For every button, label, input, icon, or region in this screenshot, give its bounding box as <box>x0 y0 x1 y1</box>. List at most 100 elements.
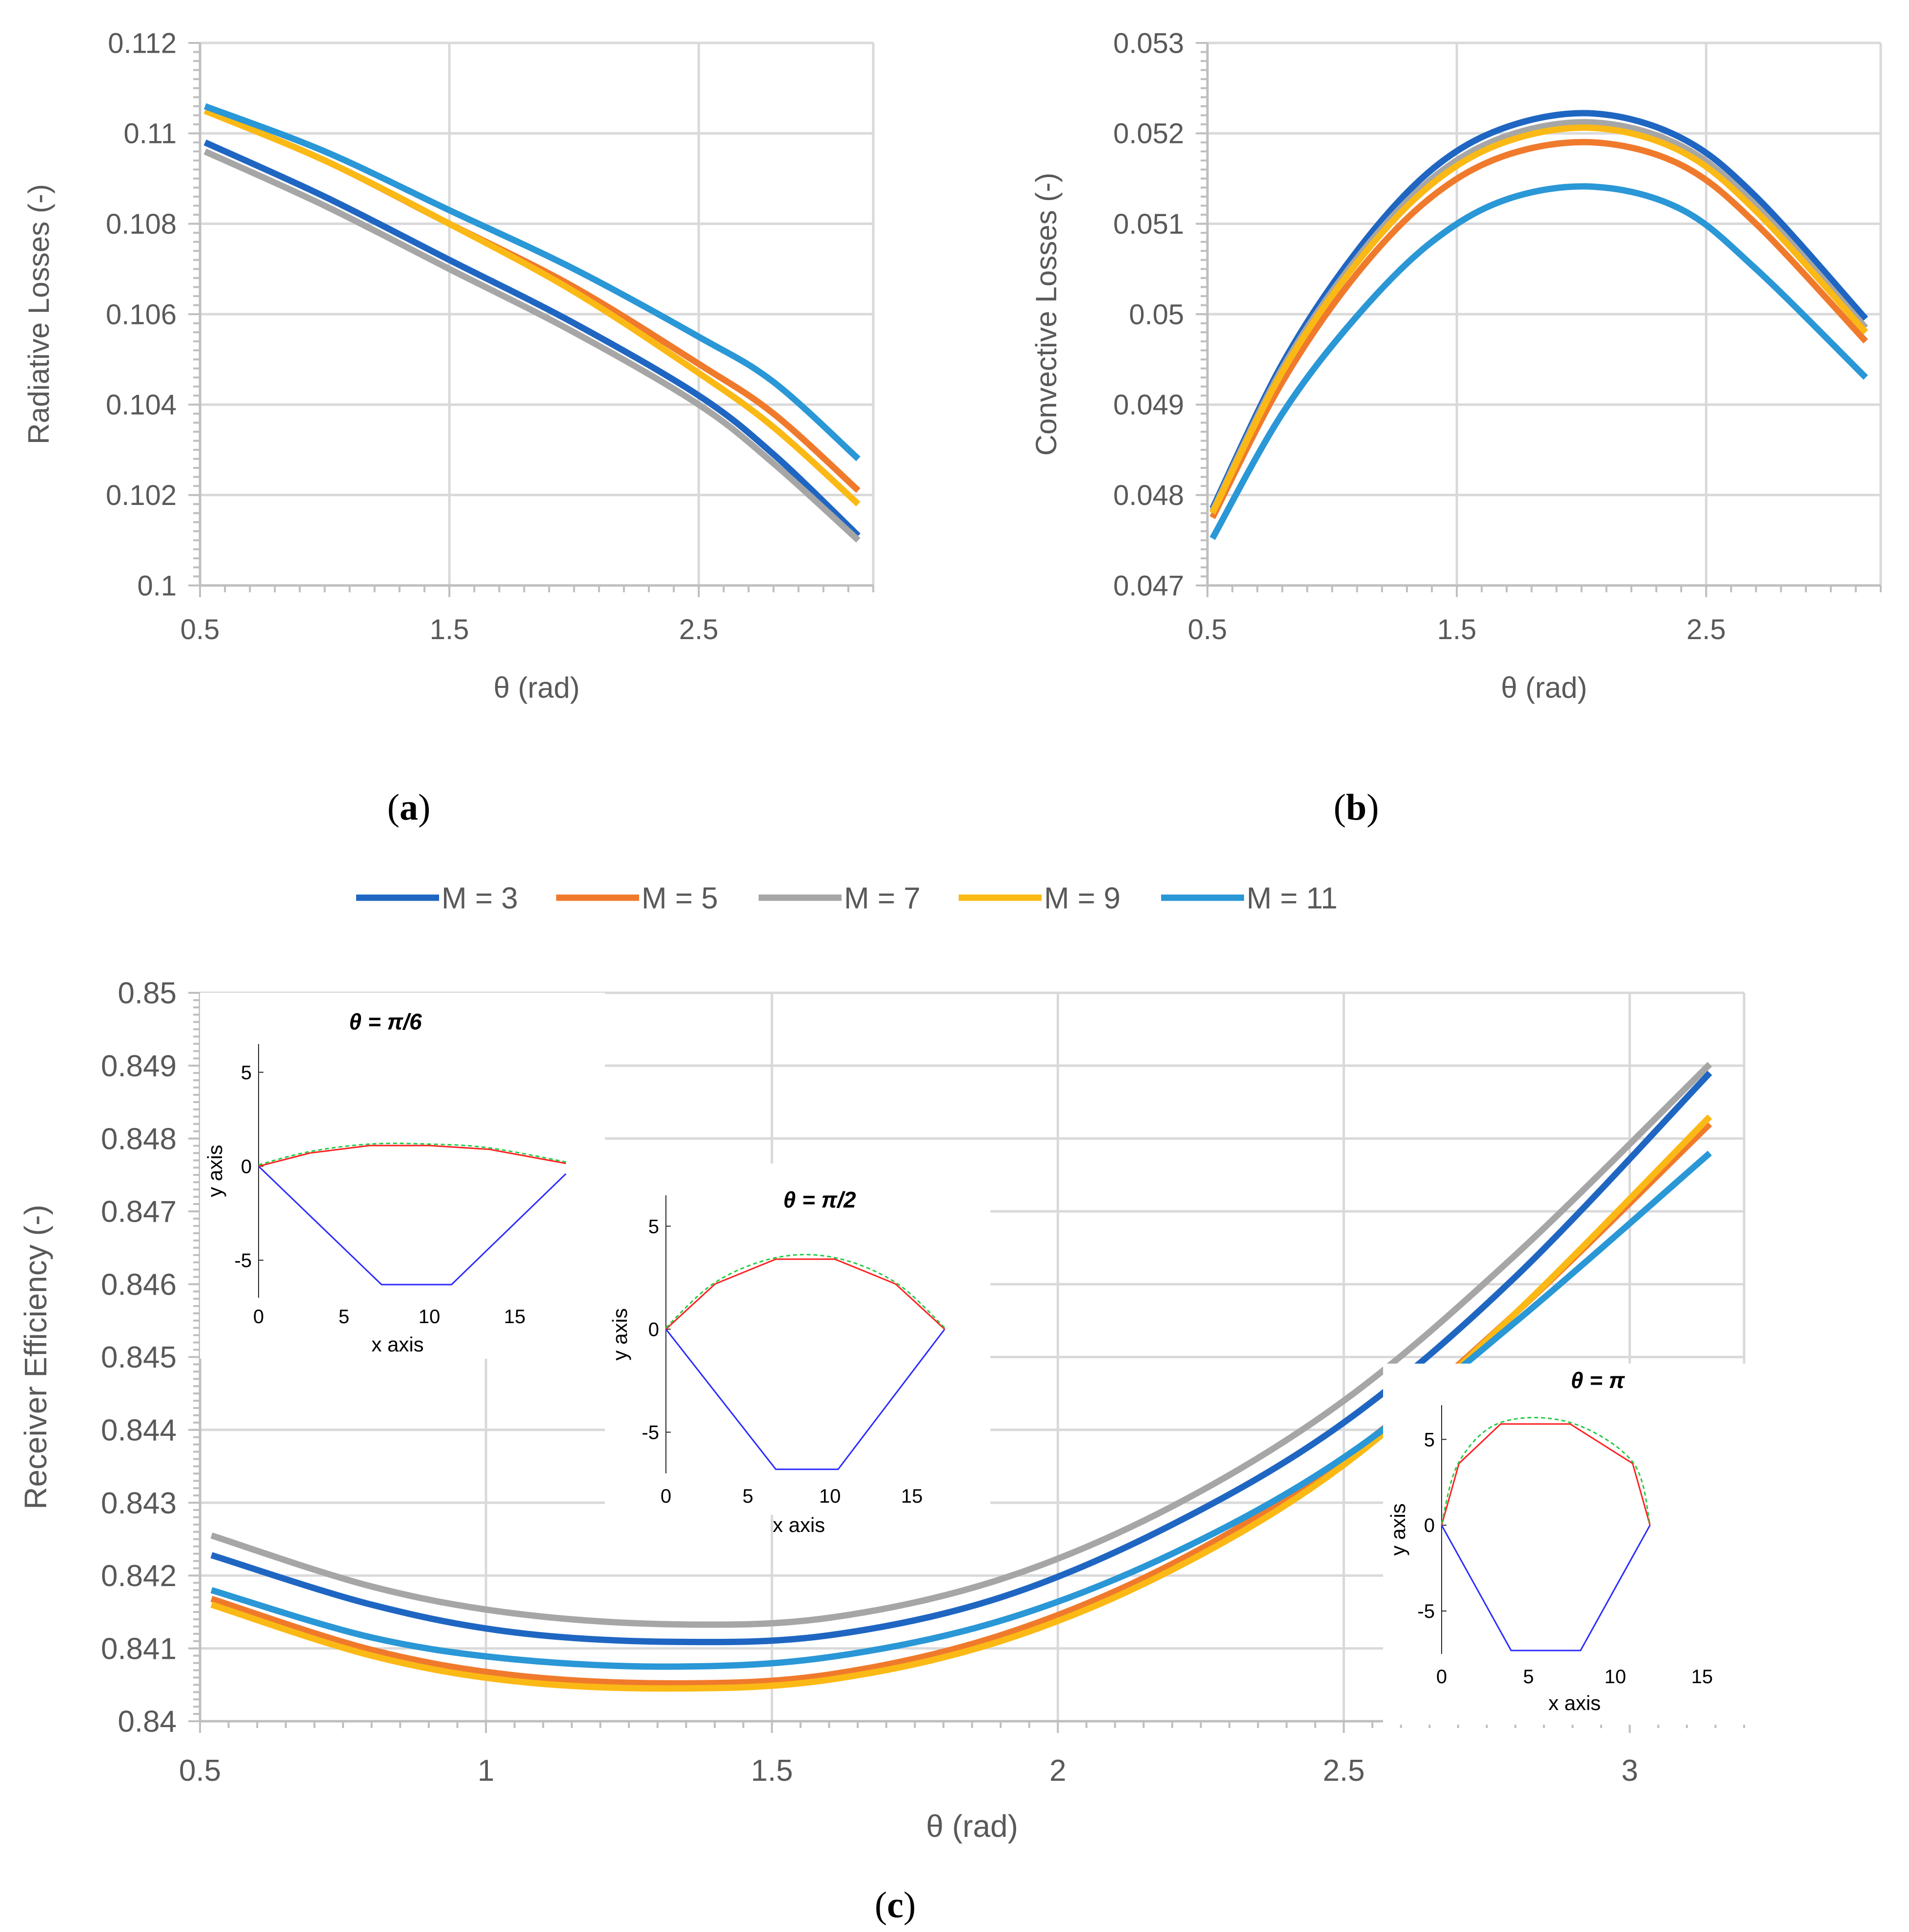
inset-y-tick-label: -5 <box>642 1422 659 1444</box>
series-line-m5 <box>1209 139 1869 519</box>
inset-1: -5 0 5 0 5 10 15 x axis y axis θ = π/6 <box>200 993 605 1359</box>
y-tick-label: 0.047 <box>1113 570 1184 602</box>
panel-label-b: (b) <box>1334 787 1379 828</box>
legend-label-m3: M = 3 <box>442 882 518 915</box>
receiver-base-line <box>258 1166 567 1286</box>
x-axis-label: θ (rad) <box>494 671 580 704</box>
x-tick-label: 1.5 <box>1437 614 1477 645</box>
x-tick-label: 2.5 <box>1323 1754 1365 1788</box>
inset-3: -5 0 5 0 5 10 15 x axis y axis θ = π <box>1383 1364 1759 1725</box>
inset-x-tick-label: 0 <box>253 1306 264 1328</box>
inset-x-tick-label: 15 <box>1691 1666 1713 1688</box>
x-tick-label: 2.5 <box>679 614 719 645</box>
inset-y-tick-label: -5 <box>234 1250 252 1271</box>
inset-x-axis-label: x axis <box>371 1333 423 1356</box>
polygon-profile-line <box>258 1145 566 1167</box>
x-axis-label: θ (rad) <box>926 1809 1018 1844</box>
y-tick-label: 0.84 <box>118 1705 177 1739</box>
y-tick-label: 0.051 <box>1113 208 1184 240</box>
panel-label-a: (a) <box>387 787 431 828</box>
x-tick-label: 1.5 <box>751 1754 793 1788</box>
inset-x-axis-label: x axis <box>773 1513 825 1536</box>
y-tick-label: 0.842 <box>101 1559 177 1593</box>
inset-y-tick-label: -5 <box>1417 1601 1435 1622</box>
series-line-m9 <box>203 107 861 507</box>
y-tick-label: 0.05 <box>1129 299 1184 330</box>
inset-y-tick-label: 5 <box>1424 1429 1435 1450</box>
inset-x-tick-label: 10 <box>1605 1666 1627 1688</box>
y-tick-label: 0.848 <box>101 1122 177 1156</box>
series-line-m7 <box>210 1062 1712 1628</box>
inset-x-tick-label: 10 <box>419 1306 441 1328</box>
x-tick-label: 0.5 <box>179 1754 221 1788</box>
circular-profile-line <box>1441 1417 1651 1524</box>
series-line-m7 <box>203 148 861 543</box>
inset-y-tick-label: 0 <box>241 1156 252 1177</box>
y-tick-label: 0.104 <box>106 389 177 421</box>
series-line-m11 <box>1209 183 1868 540</box>
x-tick-label: 2 <box>1049 1754 1066 1788</box>
y-tick-label: 0.108 <box>106 208 177 240</box>
receiver-base-line <box>665 1328 945 1470</box>
inset-x-tick-label: 0 <box>661 1486 671 1507</box>
y-axis-label: Convective Losses (-) <box>1030 173 1063 456</box>
polygon-profile-line <box>665 1258 945 1330</box>
x-axis-label: θ (rad) <box>1501 671 1587 704</box>
legend-label-m11: M = 11 <box>1246 882 1338 915</box>
inset-2: -5 0 5 0 5 10 15 x axis y axis θ = π/2 <box>605 1164 990 1536</box>
inset-x-tick-label: 5 <box>339 1306 349 1328</box>
y-tick-label: 0.11 <box>123 118 177 150</box>
y-axis-label: Radiative Losses (-) <box>22 184 55 444</box>
y-tick-label: 0.85 <box>118 977 177 1010</box>
inset-background <box>200 993 605 1359</box>
receiver-base-line <box>1441 1525 1651 1651</box>
y-tick-label: 0.112 <box>108 27 177 59</box>
inset-y-axis-label: y axis <box>203 1145 226 1197</box>
inset-x-tick-label: 5 <box>1523 1666 1534 1688</box>
y-tick-label: 0.849 <box>101 1049 177 1083</box>
legend-label-m7: M = 7 <box>844 882 921 915</box>
x-tick-label: 1.5 <box>430 614 469 645</box>
inset-background <box>605 1164 990 1515</box>
legend: M = 3 M = 5 M = 7 M = 9 M = 11 <box>356 882 1338 915</box>
x-tick-label: 0.5 <box>1188 614 1227 645</box>
inset-x-tick-label: 0 <box>1436 1666 1447 1688</box>
inset-x-tick-label: 15 <box>901 1486 923 1507</box>
y-tick-label: 0.846 <box>101 1268 177 1302</box>
inset-y-axis-label: y axis <box>608 1308 631 1360</box>
series-line-m9 <box>1209 124 1869 515</box>
y-axis-label: Receiver Efficiency (-) <box>18 1205 53 1509</box>
x-tick-label: 0.5 <box>181 614 220 645</box>
inset-title: θ = π <box>1571 1368 1626 1393</box>
inset-y-tick-label: 0 <box>648 1319 659 1340</box>
y-tick-label: 0.847 <box>101 1195 177 1229</box>
legend-label-m9: M = 9 <box>1044 882 1121 915</box>
y-tick-label: 0.1 <box>137 570 177 602</box>
y-tick-label: 0.845 <box>101 1341 177 1374</box>
y-tick-label: 0.106 <box>106 299 177 330</box>
y-tick-label: 0.841 <box>101 1632 177 1666</box>
geometry-insets: -5 0 5 0 5 10 15 x axis y axis θ = π/6 -5 0 5 0 5 10 15 x… <box>200 993 1759 1725</box>
y-tick-label: 0.048 <box>1113 480 1184 511</box>
legend-label-m5: M = 5 <box>642 882 718 915</box>
series-line-m3 <box>203 139 861 538</box>
series-line-m3 <box>210 1070 1712 1646</box>
y-tick-label: 0.053 <box>1113 27 1184 59</box>
inset-x-tick-label: 15 <box>504 1306 526 1328</box>
y-tick-label: 0.843 <box>101 1487 177 1520</box>
inset-title: θ = π/2 <box>783 1187 856 1212</box>
chart-a-radiative-losses: 0.1 0.102 0.104 0.106 0.108 0.11 0.112 0.5 1.5 2.… <box>22 27 875 704</box>
series-line-m3 <box>1209 110 1869 510</box>
inset-y-tick-label: 5 <box>648 1216 659 1237</box>
panel-label-c: (c) <box>875 1885 916 1926</box>
inset-y-axis-label: y axis <box>1387 1503 1409 1555</box>
inset-x-tick-label: 5 <box>743 1486 753 1507</box>
series-line-m11 <box>203 103 861 462</box>
inset-x-tick-label: 10 <box>819 1486 841 1507</box>
inset-title: θ = π/6 <box>349 1009 422 1034</box>
x-tick-label: 2.5 <box>1687 614 1726 645</box>
y-tick-label: 0.102 <box>106 480 177 511</box>
inset-y-tick-label: 5 <box>241 1062 252 1084</box>
polygon-profile-line <box>1441 1423 1651 1526</box>
